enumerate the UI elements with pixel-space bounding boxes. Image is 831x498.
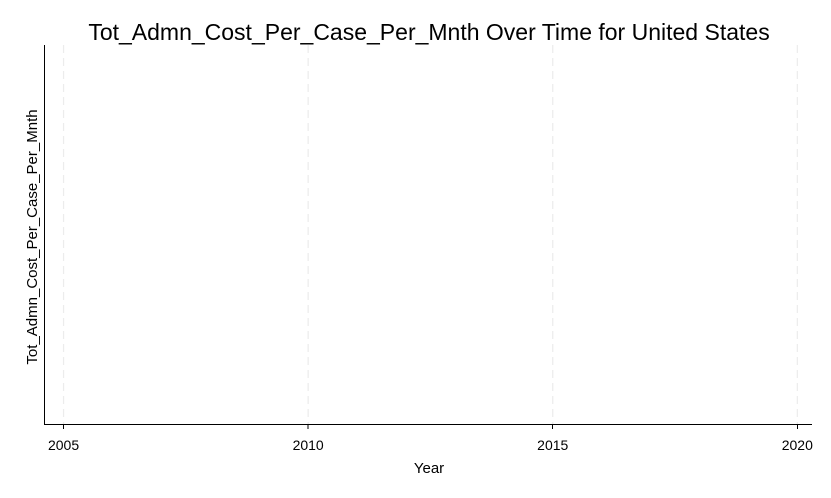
gridlines — [62, 45, 798, 424]
y-axis-label: Tot_Admn_Cost_Per_Case_Per_Mnth — [24, 109, 41, 364]
chart-title: Tot_Admn_Cost_Per_Case_Per_Mnth Over Tim… — [88, 19, 769, 45]
x-axis-label: Year — [414, 460, 444, 477]
x-tick-label: 2020 — [782, 437, 813, 453]
x-axis-ticks: 2005 2010 2015 2020 — [48, 424, 813, 453]
x-tick-label: 2015 — [537, 437, 568, 453]
x-tick-label: 2005 — [48, 437, 79, 453]
x-tick-label: 2010 — [293, 437, 324, 453]
